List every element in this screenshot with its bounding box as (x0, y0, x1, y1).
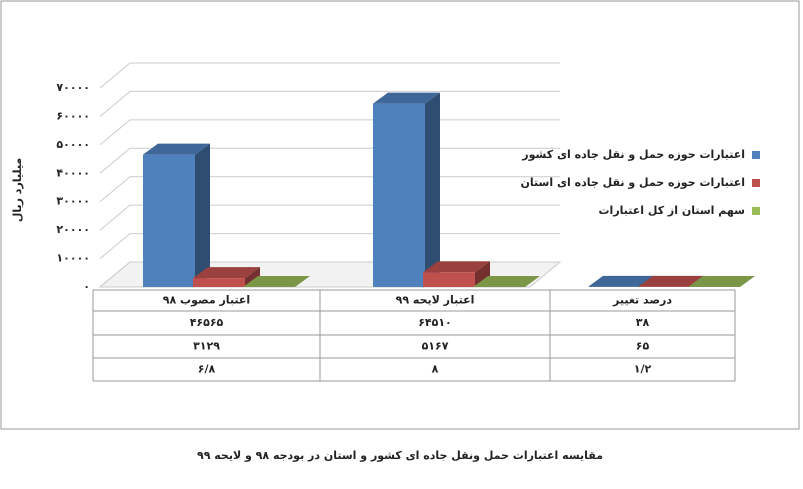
table-header: اعتبار مصوب ۹۸ (163, 294, 250, 307)
bar-face (425, 93, 440, 287)
legend-swatch (752, 151, 760, 159)
y-tick-label: ۳۰۰۰۰ (56, 195, 90, 208)
legend-label: اعتبارات حوزه حمل و نقل جاده ای کشور (521, 148, 745, 161)
table-cell: ۸ (432, 363, 439, 376)
table-cell: ۶/۸ (198, 363, 216, 376)
y-axis-label: میلیارد ریال (11, 158, 24, 222)
table-header: درصد تغییر (612, 294, 672, 307)
bar-face (195, 144, 210, 287)
y-tick-label: ۴۰۰۰۰ (56, 166, 90, 179)
table-header: اعتبار لایحه ۹۹ (396, 294, 475, 307)
table-cell: ۳۱۲۹ (193, 340, 220, 353)
y-tick-label: ۶۰۰۰۰ (56, 109, 90, 122)
legend-swatch (752, 179, 760, 187)
y-tick-label: ۲۰۰۰۰ (56, 223, 90, 236)
legend-swatch (752, 207, 760, 215)
table-cell: ۴۶۵۶۵ (190, 316, 224, 329)
bar (373, 93, 440, 287)
y-tick-label: ۰ (83, 280, 90, 293)
chart-title: مقایسه اعتبارات حمل ونقل جاده ای کشور و … (197, 449, 603, 462)
y-tick-label: ۷۰۰۰۰ (56, 81, 90, 94)
table-cell: ۱/۲ (634, 363, 652, 376)
bar-face (193, 278, 245, 287)
table-cell: ۶۴۵۱۰ (418, 316, 452, 329)
bar-face (423, 272, 475, 287)
bar-face (373, 104, 425, 287)
legend-label: سهم استان از کل اعتبارات (599, 204, 746, 217)
bar (143, 144, 210, 287)
y-tick-label: ۱۰۰۰۰ (56, 252, 90, 265)
table-cell: ۳۸ (636, 316, 650, 329)
table-cell: ۶۵ (636, 340, 650, 353)
legend-label: اعتبارات حوزه حمل و نقل جاده ای استان (521, 176, 745, 189)
bar-face (143, 155, 195, 287)
table-cell: ۵۱۶۷ (422, 340, 449, 353)
y-tick-label: ۵۰۰۰۰ (56, 138, 90, 151)
